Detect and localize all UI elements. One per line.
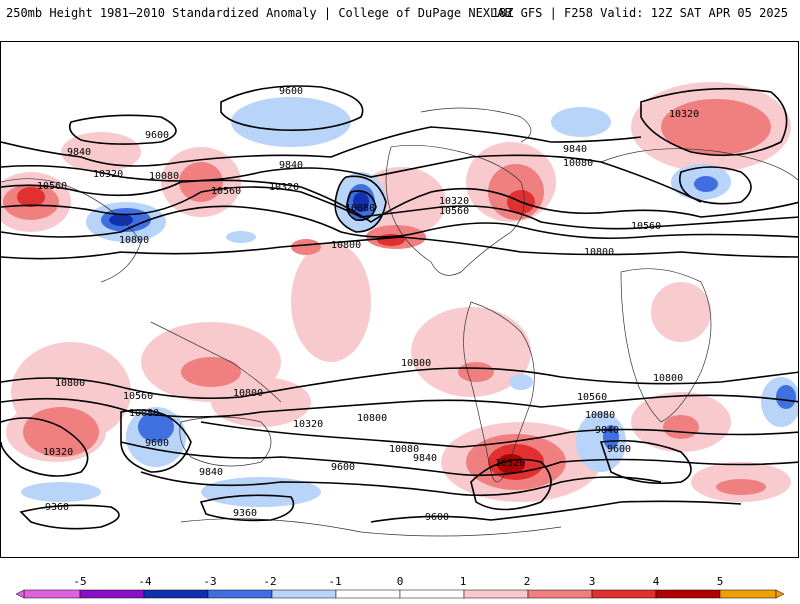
contour-label: 10080 <box>389 444 419 455</box>
contour-label: 9840 <box>563 144 587 155</box>
map-panel[interactable]: 9600 9600 9840 9840 9840 10080 10080 103… <box>0 41 799 558</box>
positive-anomaly-shading <box>1 82 791 502</box>
colorbar-graphic <box>15 589 785 599</box>
contour-label: 10800 <box>55 378 85 389</box>
contour-label: 9600 <box>425 512 449 523</box>
colorbar-tick-label: 5 <box>716 575 724 588</box>
contour-label: 10320 <box>93 169 123 180</box>
contour-label: 9840 <box>279 160 303 171</box>
contour-label: 9600 <box>145 130 169 141</box>
colorbar-tick-label: 2 <box>523 575 531 588</box>
contour-label: 10320 <box>293 419 323 430</box>
contour-label: 10080 <box>563 158 593 169</box>
colorbar-tick-label: -4 <box>138 575 152 588</box>
contour-label: 10560 <box>211 186 241 197</box>
colorbar-min-arrow <box>15 589 25 599</box>
colorbar-segment <box>719 589 777 599</box>
contour-label: 10560 <box>631 221 661 232</box>
map-title: 250mb Height 1981–2010 Standardized Anom… <box>6 6 512 20</box>
run-info: 18Z GFS | F258 Valid: 12Z SAT APR 05 202… <box>491 6 788 20</box>
colorbar-tick-label: 3 <box>588 575 596 588</box>
contour-label: 9840 <box>199 467 223 478</box>
contour-label: 9600 <box>607 444 631 455</box>
contour-label: 10560 <box>123 391 153 402</box>
contour-label: 10800 <box>119 235 149 246</box>
contour-label: 10080 <box>345 203 375 214</box>
contour-label: 10320 <box>43 447 73 458</box>
contour-label: 9600 <box>331 462 355 473</box>
colorbar-tick-label: -3 <box>203 575 217 588</box>
contour-label: 10800 <box>357 413 387 424</box>
colorbar-segment <box>207 589 273 599</box>
colorbar-segment <box>271 589 337 599</box>
colorbar-tick-label: -2 <box>263 575 277 588</box>
contour-label: 9840 <box>595 425 619 436</box>
contour-label: 10320 <box>269 182 299 193</box>
contour-label: 10800 <box>401 358 431 369</box>
contour-labels: 9600 9600 9840 9840 9840 10080 10080 103… <box>37 86 699 523</box>
contour-label: 10800 <box>584 247 614 258</box>
colorbar-segment <box>143 589 209 599</box>
contour-label: 10800 <box>653 373 683 384</box>
colorbar-segment <box>79 589 145 599</box>
colorbar-segment <box>655 589 721 599</box>
contour-label: 9840 <box>67 147 91 158</box>
colorbar-tick-label: 4 <box>652 575 660 588</box>
anomaly-colorbar <box>0 568 800 600</box>
colorbar-segment <box>335 589 401 599</box>
contour-label: 10560 <box>577 392 607 403</box>
contour-label: 10080 <box>585 410 615 421</box>
contour-label: 10320 <box>495 458 525 469</box>
anomaly-map: 9600 9600 9840 9840 9840 10080 10080 103… <box>1 82 798 537</box>
colorbar-max-arrow <box>775 589 785 599</box>
colorbar-segment <box>527 589 593 599</box>
contour-label: 10320 <box>439 196 469 207</box>
colorbar-segment <box>591 589 657 599</box>
contour-label: 10320 <box>669 109 699 120</box>
contour-label: 10080 <box>149 171 179 182</box>
colorbar-segment <box>399 589 465 599</box>
height-contours <box>1 85 798 530</box>
colorbar-tick-label: -1 <box>328 575 342 588</box>
colorbar-tick-label: 0 <box>396 575 404 588</box>
contour-label: 10560 <box>37 181 67 192</box>
colorbar-segment <box>23 589 81 599</box>
contour-label: 9600 <box>279 86 303 97</box>
contour-label: 9600 <box>145 438 169 449</box>
coastlines <box>1 107 798 537</box>
contour-label: 9840 <box>413 453 437 464</box>
colorbar-tick-label: -5 <box>73 575 87 588</box>
very-strong-negative-anomaly-shading <box>109 192 369 226</box>
contour-label: 9360 <box>45 502 69 513</box>
contour-label: 10800 <box>233 388 263 399</box>
contour-label: 9360 <box>233 508 257 519</box>
contour-label: 10080 <box>129 408 159 419</box>
colorbar-segment <box>463 589 529 599</box>
header: 250mb Height 1981–2010 Standardized Anom… <box>0 0 800 40</box>
colorbar-tick-label: 1 <box>459 575 467 588</box>
contour-label: 10560 <box>439 206 469 217</box>
contour-label: 10800 <box>331 240 361 251</box>
